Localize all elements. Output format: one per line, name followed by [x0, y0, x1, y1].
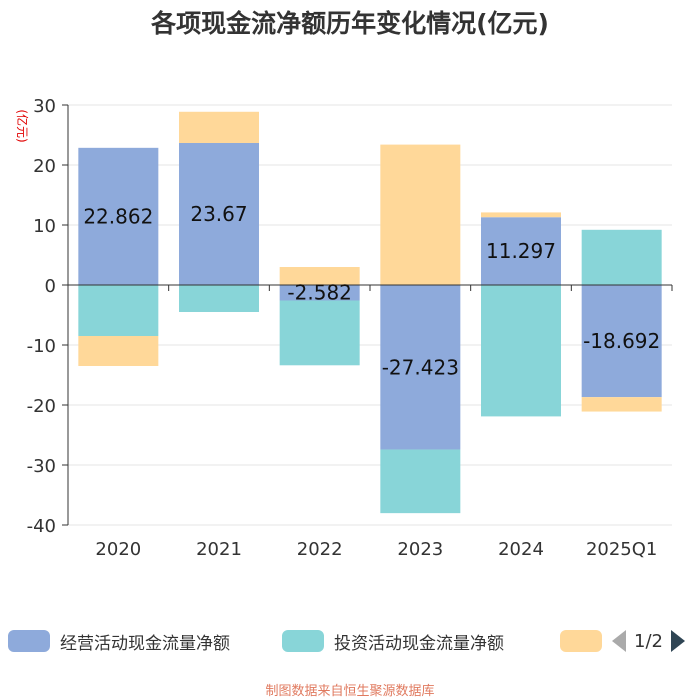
chart-title: 各项现金流净额历年变化情况(亿元): [151, 9, 549, 38]
bar-financing: [380, 144, 461, 285]
y-tick-label: -30: [27, 456, 56, 477]
legend-item-operating[interactable]: 经营活动现金流量净额: [8, 627, 230, 655]
bar-investing: [78, 285, 159, 336]
y-tick-label: 10: [33, 216, 56, 237]
y-tick-label: -10: [27, 336, 56, 357]
data-label: 23.67: [190, 202, 247, 226]
data-label: -27.423: [382, 355, 459, 379]
x-tick-label: 2024: [498, 539, 544, 560]
bar-investing: [279, 300, 360, 366]
y-tick-label: 0: [45, 276, 56, 297]
bar-operating: [179, 142, 259, 285]
legend-item-investing[interactable]: 投资活动现金流量净额: [282, 627, 504, 655]
prev-page-icon[interactable]: [612, 630, 626, 652]
source-note: 制图数据来自恒生聚源数据库: [265, 684, 435, 699]
data-label: 11.297: [486, 239, 556, 263]
x-tick-label: 2025Q1: [586, 539, 657, 560]
data-label: -2.582: [287, 281, 351, 305]
legend-swatch-financing: [560, 630, 602, 652]
legend-page-indicator: 1/2: [634, 630, 663, 652]
x-tick-label: 2022: [297, 539, 343, 560]
legend-label-operating: 经营活动现金流量净额: [60, 633, 230, 654]
legend-pager: 1/2: [612, 627, 685, 655]
bar-investing: [380, 449, 461, 514]
legend-swatch-operating: [8, 630, 50, 652]
y-tick-label: -20: [27, 396, 56, 417]
y-tick-label: -40: [27, 516, 56, 537]
bar-operating: [279, 285, 360, 301]
bar-financing: [481, 212, 561, 218]
bar-investing: [179, 285, 259, 312]
legend-item-financing[interactable]: [560, 627, 612, 655]
bar-financing: [78, 336, 159, 366]
data-label: 22.862: [83, 204, 153, 228]
bar-financing: [279, 267, 360, 285]
x-tick-label: 2020: [95, 539, 141, 560]
bar-operating: [581, 285, 662, 398]
data-label: -18.692: [583, 329, 660, 353]
bar-financing: [179, 111, 259, 143]
bar-operating: [78, 147, 159, 285]
x-tick-label: 2021: [196, 539, 242, 560]
x-tick-label: 2023: [397, 539, 443, 560]
bar-investing: [581, 229, 662, 285]
legend-swatch-investing: [282, 630, 324, 652]
legend-label-investing: 投资活动现金流量净额: [334, 633, 504, 654]
bar-financing: [581, 397, 662, 412]
bar-operating: [380, 285, 461, 450]
y-axis-label: (亿元): [15, 109, 30, 142]
bar-operating: [481, 217, 561, 285]
y-tick-label: 20: [33, 156, 56, 177]
y-tick-label: 30: [33, 96, 56, 117]
bar-investing: [481, 285, 561, 417]
next-page-icon[interactable]: [670, 630, 685, 652]
